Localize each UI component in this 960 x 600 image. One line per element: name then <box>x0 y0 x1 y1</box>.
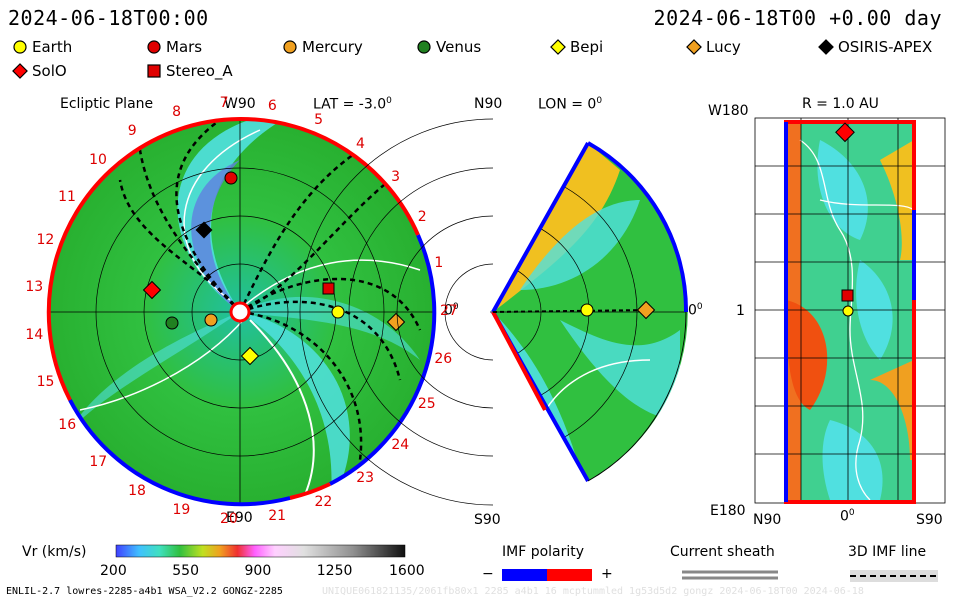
carrington-number: 19 <box>172 502 191 519</box>
legend-item-solo: SolO <box>12 62 67 80</box>
carrington-number: 7 <box>219 95 229 112</box>
legend-item-earth: Earth <box>12 38 72 56</box>
legend-label: Venus <box>436 38 482 56</box>
carrington-number: 5 <box>314 111 324 128</box>
carrington-number: 20 <box>219 510 238 527</box>
imf-plus: + <box>601 566 613 582</box>
legend-marker-icon <box>417 40 431 54</box>
ecliptic-title: Ecliptic Plane <box>60 96 154 112</box>
legend-item-lucy: Lucy <box>686 38 741 56</box>
meridional-bottom-label: S90 <box>474 512 501 528</box>
footer-right: UNIQUE061821135/2061fb80x1 2285 a4b1 16 … <box>322 586 864 597</box>
header-left-time: 2024-06-18T00:00 <box>8 6 209 30</box>
sphere-mid-label: 1 <box>736 303 745 319</box>
legend-item-stereo-a: Stereo_A <box>146 62 233 80</box>
carrington-number: 18 <box>128 483 146 500</box>
legend-marker-icon <box>686 39 702 55</box>
legend-item-osiris-apex: OSIRIS-APEX <box>818 38 932 56</box>
imf-line-title: 3D IMF line <box>848 544 927 560</box>
ecliptic-lat-label: LAT = -3.00 <box>313 96 392 113</box>
legend-label: Bepi <box>570 38 604 56</box>
sphere-bottom-label: E180 <box>710 503 746 519</box>
sphere-x-mid: 00 <box>840 508 855 525</box>
current-sheath-title: Current sheath <box>670 544 775 560</box>
legend-label: Earth <box>32 38 73 56</box>
sphere-x-left: N90 <box>753 512 782 528</box>
imf-minus: − <box>482 566 494 582</box>
legend-marker-icon <box>147 40 161 54</box>
meridional-top-label: N90 <box>474 96 503 112</box>
carrington-number: 4 <box>355 135 365 152</box>
carrington-number: 2 <box>417 209 427 226</box>
sphere-r-label: R = 1.0 AU <box>802 96 879 112</box>
carrington-number: 14 <box>25 327 44 344</box>
legend-label: Stereo_A <box>166 62 233 80</box>
carrington-number: 15 <box>36 374 55 391</box>
carrington-number: 12 <box>36 232 55 249</box>
legend-item-mars: Mars <box>146 38 202 56</box>
meridional-lon-label: LON = 00 <box>538 96 603 113</box>
legend-label: Mercury <box>302 38 363 56</box>
carrington-number: 8 <box>172 103 182 120</box>
legend-item-mercury: Mercury <box>282 38 363 56</box>
ecliptic-bottom-label: E90 <box>226 510 253 526</box>
meridional-right-label: 00 <box>688 302 703 319</box>
carrington-number: 17 <box>89 454 108 471</box>
legend-marker-icon <box>283 40 297 54</box>
ecliptic-top-label: W90 <box>224 96 256 112</box>
legend-marker-icon <box>147 64 161 78</box>
colorbar-tick: 550 <box>172 563 199 579</box>
carrington-number: 23 <box>356 469 375 486</box>
carrington-number: 22 <box>314 493 333 510</box>
carrington-number: 25 <box>417 396 436 413</box>
imf-polarity-title: IMF polarity <box>502 544 585 560</box>
carrington-number: 21 <box>268 507 287 524</box>
carrington-number: 10 <box>89 151 107 168</box>
carrington-number: 24 <box>391 436 410 453</box>
carrington-number: 11 <box>58 188 76 205</box>
carrington-number: 27 <box>440 303 458 319</box>
colorbar-tick: 1600 <box>389 563 425 579</box>
carrington-number: 3 <box>391 169 401 186</box>
ecliptic-right-label: 00 <box>444 302 459 319</box>
legend-label: OSIRIS-APEX <box>838 38 933 56</box>
legend-marker-icon <box>818 39 834 55</box>
sphere-top-label: W180 <box>708 103 749 119</box>
carrington-number: 1 <box>434 254 444 271</box>
carrington-number: 6 <box>267 98 277 115</box>
carrington-number: 9 <box>127 122 137 139</box>
carrington-number: 26 <box>434 350 453 367</box>
colorbar-tick: 1250 <box>316 563 353 579</box>
sphere-x-right: S90 <box>916 512 943 528</box>
legend-item-bepi: Bepi <box>550 38 603 56</box>
legend-label: Mars <box>166 38 203 56</box>
colorbar-tick: 200 <box>100 563 127 579</box>
legend-item-venus: Venus <box>416 38 481 56</box>
legend-label: Lucy <box>706 38 741 56</box>
legend-marker-icon <box>12 63 28 79</box>
carrington-number: 13 <box>25 279 44 296</box>
legend-marker-icon <box>550 39 566 55</box>
legend-marker-icon <box>13 40 27 54</box>
legend-label: SolO <box>32 62 67 80</box>
colorbar-tick: 900 <box>244 563 272 579</box>
header-right-time: 2024-06-18T00 +0.00 day <box>653 6 942 30</box>
carrington-number: 16 <box>58 417 77 434</box>
colorbar-label: Vr (km/s) <box>22 544 87 560</box>
footer-left: ENLIL-2.7 lowres-2285-a4b1 WSA_V2.2 GONG… <box>6 586 283 597</box>
